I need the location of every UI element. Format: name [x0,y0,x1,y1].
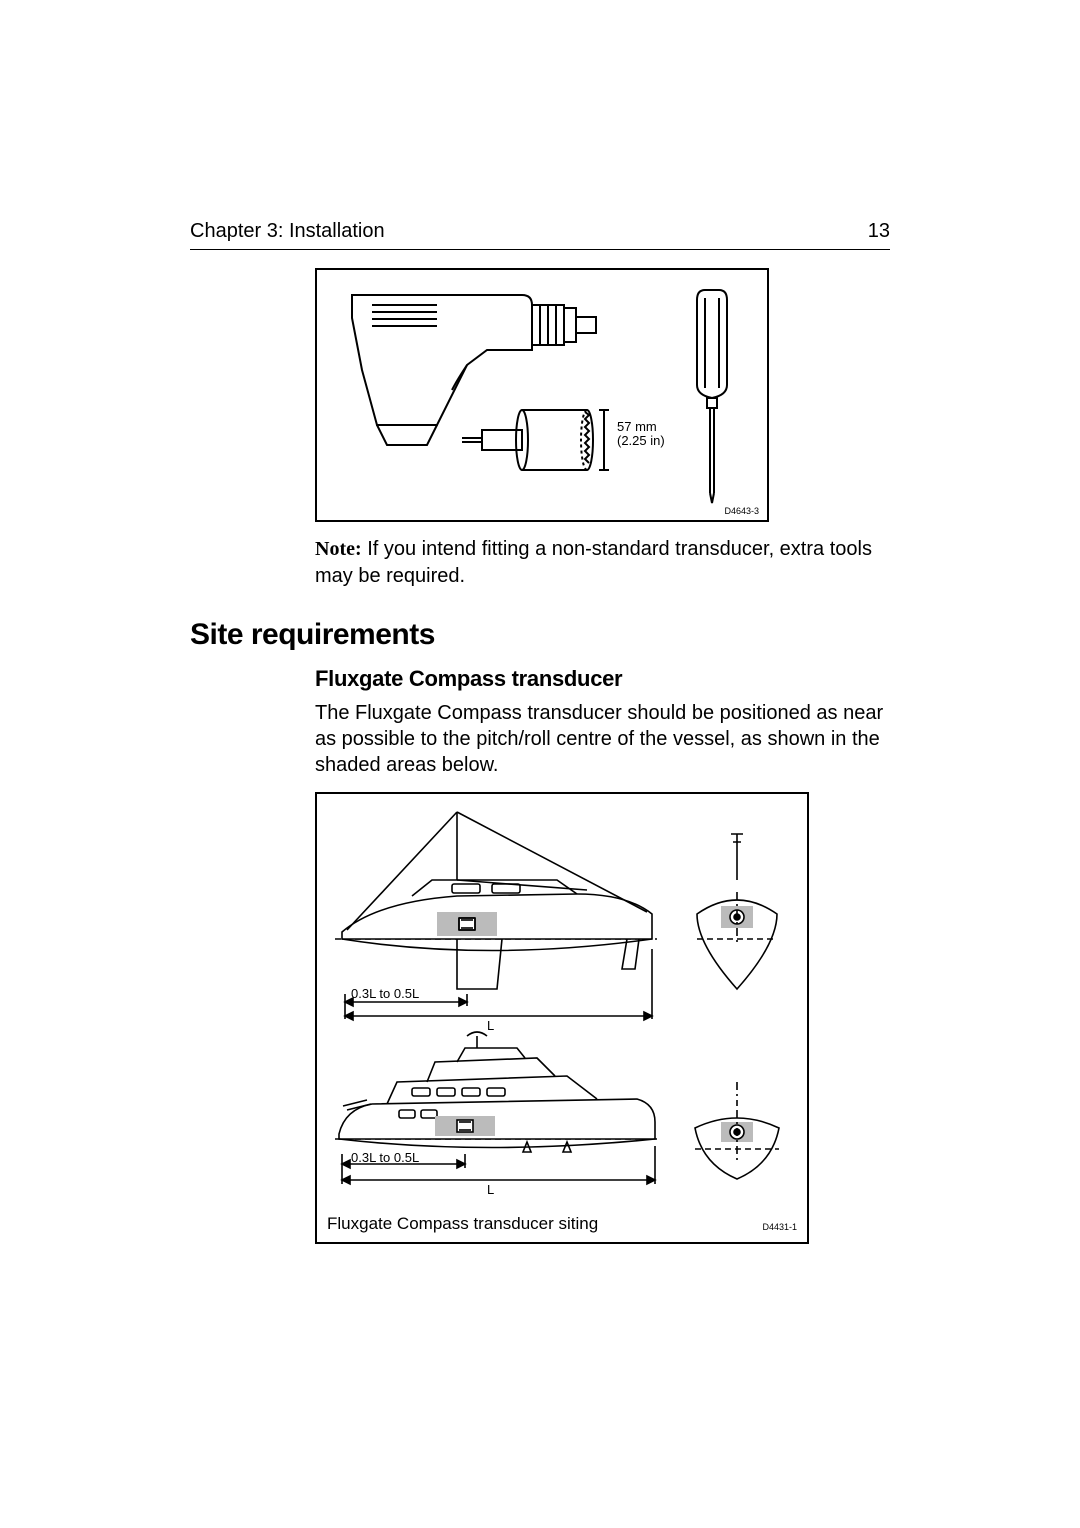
motor-total-label: L [487,1182,494,1197]
sail-range-label: 0.3L to 0.5L [351,986,419,1001]
fluxgate-body: The Fluxgate Compass transducer should b… [315,700,885,778]
heading-fluxgate: Fluxgate Compass transducer [315,666,890,692]
holesaw-dimension: 57 mm (2.25 in) [617,420,665,449]
figure2-ref: D4431-1 [762,1222,797,1232]
note: Note: If you intend fitting a non-standa… [315,536,875,590]
header-rule [190,249,890,250]
page-number: 13 [868,220,890,243]
figure2-caption: Fluxgate Compass transducer siting [327,1214,598,1234]
heading-site-requirements: Site requirements [190,618,890,652]
sail-total-label: L [487,1018,494,1033]
chapter-label: Chapter 3: Installation [190,220,385,243]
boats-illustration [317,794,807,1242]
dim-mm: 57 mm [617,420,665,434]
tools-illustration [317,270,767,520]
note-text: If you intend fitting a non-standard tra… [315,538,872,587]
figure-compass-siting: 0.3L to 0.5L L 0.3L to 0.5L L Fluxgate C… [315,792,809,1244]
page: Chapter 3: Installation 13 [0,0,1080,1528]
running-header: Chapter 3: Installation 13 [190,220,890,243]
figure1-ref: D4643-3 [724,506,759,516]
motor-range-label: 0.3L to 0.5L [351,1150,419,1165]
figure-tools: 57 mm (2.25 in) D4643-3 [315,268,769,522]
dim-in: (2.25 in) [617,434,665,448]
note-label: Note: [315,538,362,560]
